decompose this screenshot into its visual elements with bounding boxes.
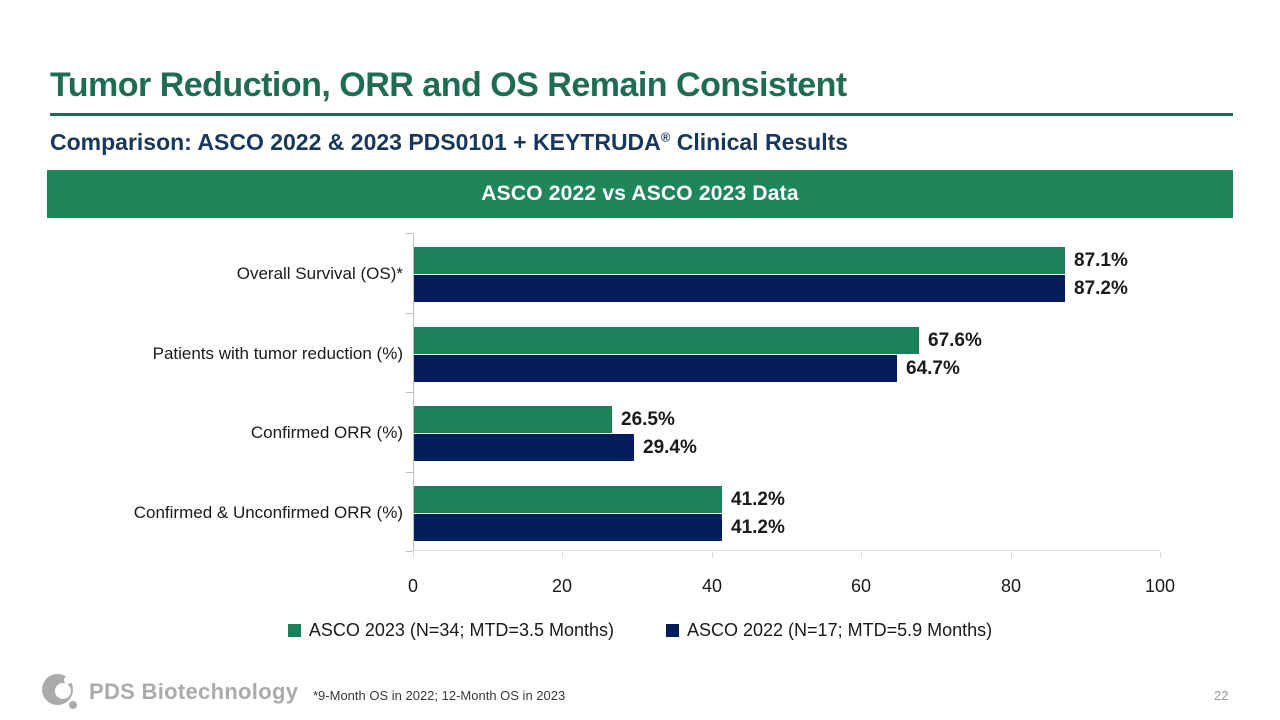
bar-asco2022 <box>414 514 722 541</box>
chart-legend: ASCO 2023 (N=34; MTD=3.5 Months) ASCO 202… <box>0 620 1280 641</box>
y-axis-tick <box>406 233 413 234</box>
x-axis-tick-label: 100 <box>1144 576 1176 596</box>
bar-asco2023 <box>414 327 919 354</box>
footnote: *9-Month OS in 2022; 12-Month OS in 2023 <box>313 688 566 703</box>
subtitle-text: Comparison: ASCO 2022 & 2023 PDS0101 + K… <box>50 129 661 155</box>
chart-title-banner: ASCO 2022 vs ASCO 2023 Data <box>47 170 1233 218</box>
bar-asco2023 <box>414 247 1065 274</box>
y-axis-tick <box>406 551 413 552</box>
legend-label: ASCO 2022 (N=17; MTD=5.9 Months) <box>687 620 993 640</box>
bar-asco2023 <box>414 406 612 433</box>
category-label: Confirmed & Unconfirmed ORR (%) <box>133 502 403 522</box>
bar-asco2023 <box>414 486 722 513</box>
y-axis-tick <box>406 392 413 393</box>
bar-asco2022 <box>414 355 897 382</box>
subtitle: Comparison: ASCO 2022 & 2023 PDS0101 + K… <box>50 129 848 156</box>
bar-value-label: 41.2% <box>731 517 785 538</box>
bar-value-label: 64.7% <box>906 358 960 379</box>
y-axis-tick <box>406 472 413 473</box>
legend-item-asco2022: ASCO 2022 (N=17; MTD=5.9 Months) <box>666 620 992 641</box>
y-axis-tick <box>406 313 413 314</box>
page-number: 22 <box>1214 688 1229 703</box>
x-axis-tick <box>1160 552 1161 558</box>
legend-item-asco2023: ASCO 2023 (N=34; MTD=3.5 Months) <box>287 620 614 641</box>
bar-value-label: 87.2% <box>1074 278 1128 299</box>
registered-trademark-symbol: ® <box>660 129 671 145</box>
x-axis-tick-label: 60 <box>850 576 872 596</box>
bar-value-label: 26.5% <box>621 409 675 430</box>
category-label: Confirmed ORR (%) <box>250 423 403 442</box>
x-axis-tick <box>562 552 563 558</box>
chart-title: ASCO 2022 vs ASCO 2023 Data <box>481 182 799 205</box>
x-axis-tick-label: 0 <box>407 576 419 596</box>
plot-area <box>413 233 1160 551</box>
x-axis-tick-label: 20 <box>551 576 573 596</box>
pds-logo-icon <box>42 674 78 710</box>
x-axis-tick <box>1011 552 1012 558</box>
legend-label: ASCO 2023 (N=34; MTD=3.5 Months) <box>308 620 614 640</box>
x-axis-tick <box>861 552 862 558</box>
bar-asco2022 <box>414 275 1065 302</box>
bar-value-label: 41.2% <box>731 489 785 510</box>
x-axis-tick-label: 80 <box>1000 576 1022 596</box>
subtitle-text-suffix: Clinical Results <box>670 129 849 155</box>
bar-value-label: 67.6% <box>928 330 982 351</box>
category-label: Overall Survival (OS)* <box>236 264 403 283</box>
page-title: Tumor Reduction, ORR and OS Remain Consi… <box>50 66 847 104</box>
x-axis-tick-label: 40 <box>701 576 723 596</box>
title-divider <box>50 113 1233 116</box>
company-logo: PDS Biotechnology <box>42 674 298 710</box>
company-logo-text: PDS Biotechnology <box>89 679 299 704</box>
x-axis-tick <box>712 552 713 558</box>
legend-swatch-icon <box>287 624 301 637</box>
category-label: Patients with tumor reduction (%) <box>152 343 403 363</box>
legend-swatch-icon <box>666 624 679 637</box>
bar-value-label: 29.4% <box>643 437 697 458</box>
bar-value-label: 87.1% <box>1074 250 1128 271</box>
x-axis-tick <box>413 552 414 558</box>
bar-asco2022 <box>414 434 634 461</box>
